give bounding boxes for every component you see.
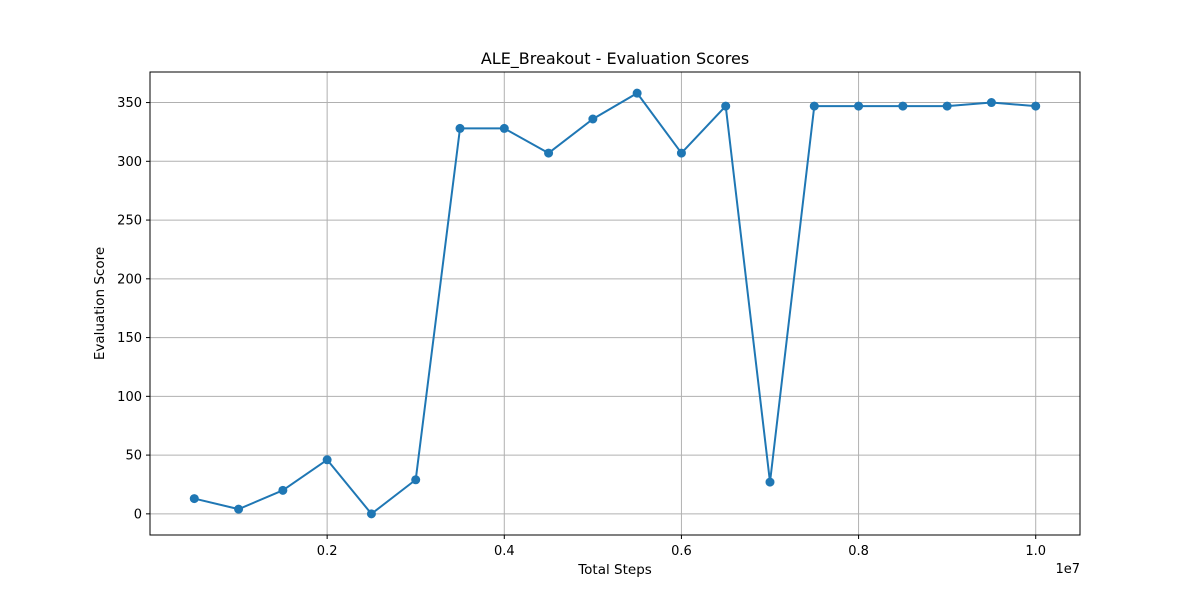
data-point [366, 509, 376, 519]
x-tick-label: 1.0 [1025, 544, 1046, 559]
data-point [721, 101, 731, 111]
data-point [809, 101, 819, 111]
series-score [189, 88, 1041, 519]
data-point [234, 504, 244, 514]
y-tick-label: 300 [117, 155, 142, 170]
chart-title: ALE_Breakout - Evaluation Scores [481, 49, 749, 69]
y-tick-label: 350 [117, 96, 142, 111]
x-tick-label: 0.4 [494, 544, 515, 559]
x-axis-title: Total Steps [577, 562, 652, 578]
y-tick-label: 50 [125, 449, 142, 464]
x-tick-label: 0.2 [317, 544, 338, 559]
data-point [765, 477, 775, 487]
data-point [942, 101, 952, 111]
data-point [588, 114, 598, 124]
axis-ticks: 0.2 0.4 0.6 0.8 1.0 0 50 100 150 200 250 300 350 [117, 96, 1046, 559]
y-tick-label: 150 [117, 331, 142, 346]
series-line [194, 92, 1036, 515]
data-point [632, 88, 642, 98]
y-tick-label: 200 [117, 272, 142, 287]
grid-lines [150, 72, 1080, 535]
data-point [411, 475, 421, 485]
data-point [898, 101, 908, 111]
plot-area [149, 71, 1081, 536]
data-point [499, 123, 509, 133]
y-tick-label: 0 [134, 507, 142, 522]
y-tick-label: 100 [117, 390, 142, 405]
x-axis-offset-label: 1e7 [1055, 562, 1080, 577]
data-point [278, 485, 288, 495]
data-point [986, 98, 996, 108]
data-point [854, 101, 864, 111]
y-axis-title: Evaluation Score [92, 247, 108, 360]
data-point [189, 494, 199, 504]
x-tick-label: 0.8 [848, 544, 869, 559]
data-point [322, 455, 332, 465]
y-tick-label: 250 [117, 214, 142, 229]
x-tick-label: 0.6 [671, 544, 692, 559]
data-point [455, 123, 465, 133]
data-point [1031, 101, 1041, 111]
data-point [676, 148, 686, 158]
data-point [544, 148, 554, 158]
